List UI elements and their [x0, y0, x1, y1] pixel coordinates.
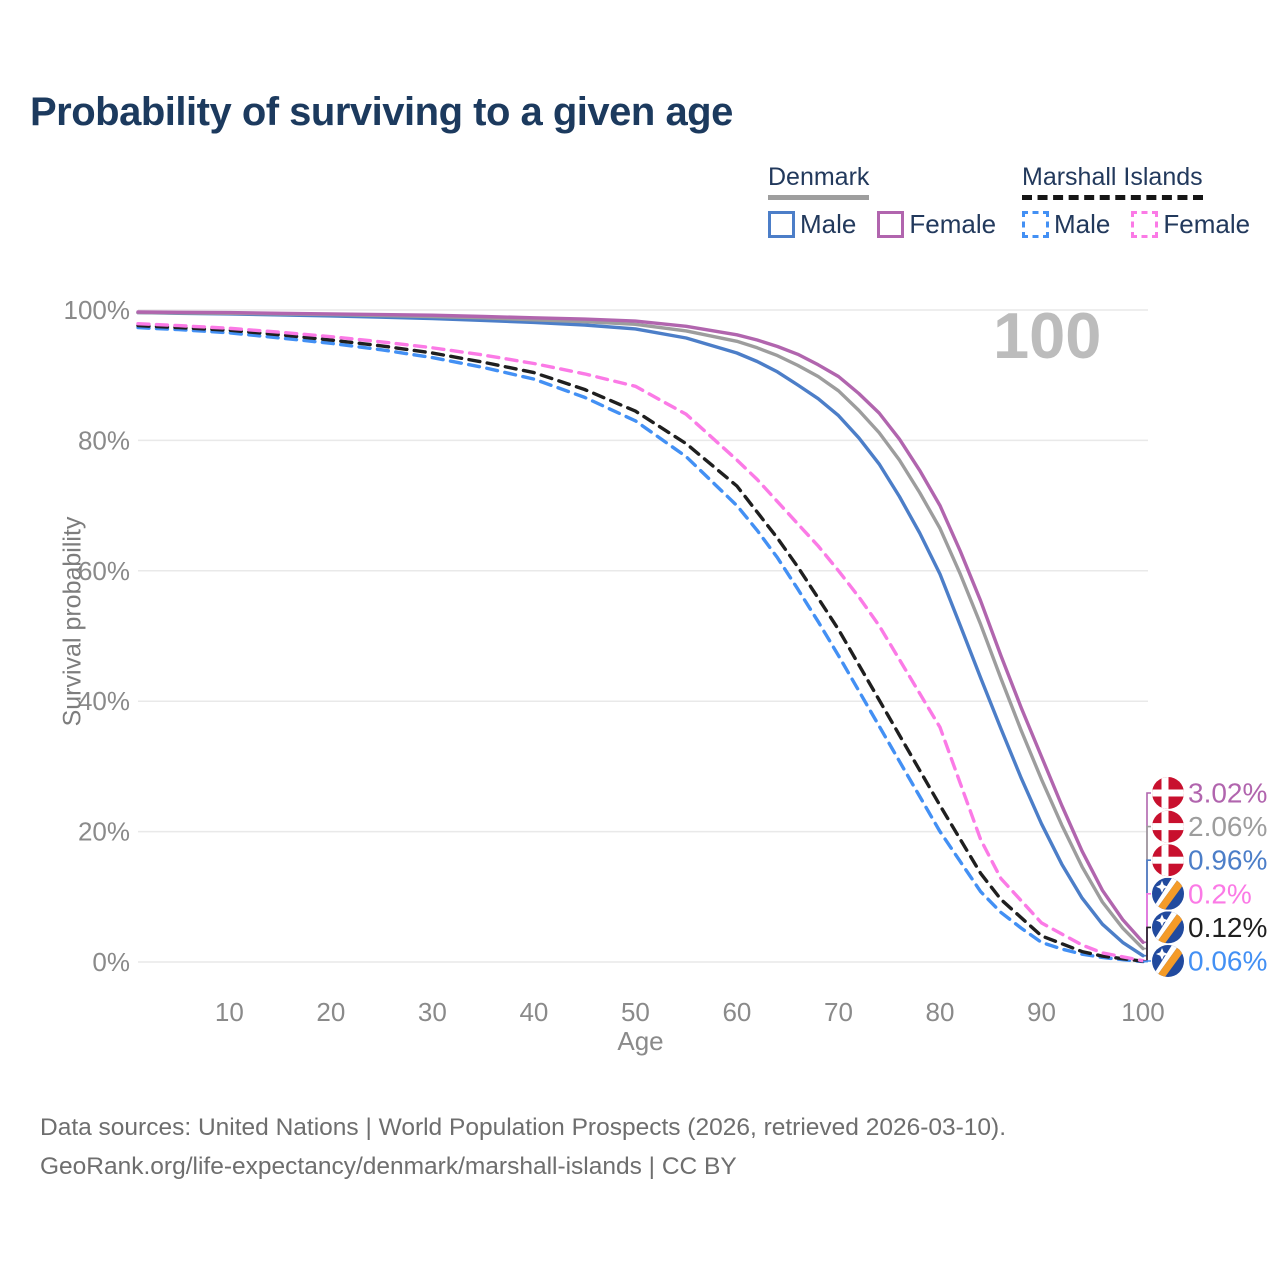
end-label-value: 0.12%	[1188, 912, 1267, 943]
marshall-male-swatch-icon	[1022, 211, 1049, 238]
end-label-value: 3.02%	[1188, 778, 1267, 809]
denmark-flag-icon	[1152, 844, 1184, 877]
attribution-line: GeoRank.org/life-expectancy/denmark/mars…	[40, 1153, 737, 1180]
footer: Data sources: United Nations | World Pop…	[40, 1108, 1006, 1186]
y-tick-label: 60%	[78, 556, 130, 586]
series-line-denmark-male[interactable]	[136, 310, 1145, 958]
y-tick-label: 100%	[64, 295, 131, 325]
x-tick-label: 70	[824, 997, 853, 1027]
legend-label: Male	[800, 209, 857, 239]
legend-label: Female	[909, 209, 997, 239]
x-tick-label: 20	[316, 997, 345, 1027]
legend-group-marshall-islands: Marshall Islands Male Female	[1022, 163, 1271, 240]
denmark-flag-icon	[1152, 810, 1184, 843]
x-tick-label: 30	[418, 997, 447, 1027]
end-label-value: 0.2%	[1188, 878, 1252, 909]
x-tick-label: 10	[215, 997, 244, 1027]
x-tick-label: 60	[722, 997, 751, 1027]
legend-header-marshall-islands[interactable]: Marshall Islands	[1022, 163, 1203, 200]
legend-header-denmark[interactable]: Denmark	[768, 163, 870, 200]
hovered-age-watermark: 100	[993, 299, 1102, 372]
end-label-connector	[1143, 960, 1151, 963]
end-label-value: 2.06%	[1188, 811, 1267, 842]
end-label-value: 0.96%	[1188, 845, 1267, 876]
legend-item-denmark-male[interactable]: Male	[768, 209, 856, 240]
series-line-marshall-islands-female[interactable]	[136, 322, 1145, 963]
legend-item-denmark-female[interactable]: Female	[877, 209, 996, 240]
y-axis-title: Survival probability	[58, 516, 87, 727]
x-tick-label: 80	[926, 997, 955, 1027]
x-tick-label: 90	[1027, 997, 1056, 1027]
marshall-islands-flag-icon	[1152, 877, 1184, 910]
series-line-marshall-islands-both[interactable]	[136, 323, 1145, 963]
x-axis-title: Age	[617, 1026, 664, 1056]
page-title: Probability of surviving to a given age	[30, 90, 733, 134]
x-tick-label: 40	[519, 997, 548, 1027]
y-tick-label: 0%	[92, 947, 130, 977]
denmark-male-swatch-icon	[768, 211, 795, 238]
legend-group-denmark: Denmark Male Female	[768, 163, 1017, 240]
end-label-value: 0.06%	[1188, 946, 1267, 977]
data-sources-line: Data sources: United Nations | World Pop…	[40, 1114, 1007, 1141]
series-line-denmark-female[interactable]	[136, 310, 1145, 944]
marshall-female-swatch-icon	[1131, 211, 1159, 238]
denmark-female-swatch-icon	[877, 211, 905, 238]
y-tick-label: 20%	[78, 817, 130, 847]
legend-item-marshall-female[interactable]: Female	[1131, 209, 1250, 240]
series-line-marshall-islands-male[interactable]	[136, 325, 1145, 964]
denmark-flag-icon	[1152, 777, 1184, 809]
legend-label: Male	[1054, 209, 1111, 239]
y-tick-label: 40%	[78, 686, 130, 716]
y-tick-label: 80%	[78, 425, 130, 455]
marshall-islands-flag-icon	[1152, 945, 1184, 977]
legend-label: Female	[1163, 209, 1251, 239]
x-tick-label: 50	[621, 997, 650, 1027]
marshall-islands-flag-icon	[1152, 911, 1184, 944]
x-tick-label: 100	[1121, 997, 1164, 1027]
legend-item-marshall-male[interactable]: Male	[1022, 209, 1110, 240]
